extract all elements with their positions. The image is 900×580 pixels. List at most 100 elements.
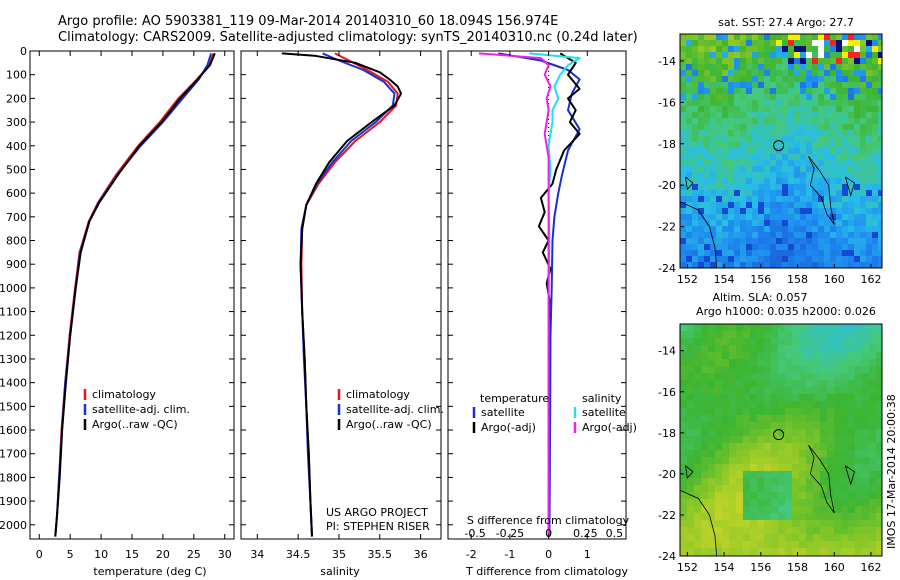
map-cell (750, 394, 758, 402)
coastline-contour (685, 176, 694, 191)
map-cell (813, 527, 821, 535)
map-cell (680, 178, 687, 185)
map-cell (800, 208, 807, 215)
map-cell (812, 130, 819, 137)
map-cell (820, 387, 828, 395)
map-cell (734, 184, 741, 191)
map-cell (736, 352, 744, 360)
map-cell (872, 142, 879, 149)
map-cell (686, 112, 693, 119)
map-cell (855, 422, 863, 430)
map-cell (698, 76, 705, 83)
map-cell (728, 208, 735, 215)
map-cell (728, 136, 735, 143)
map-cell (848, 142, 855, 149)
map-cell (698, 244, 705, 251)
x-tick-label: 34 (250, 548, 264, 561)
map-cell (848, 34, 855, 41)
map-cell (752, 40, 759, 47)
map-cell (680, 499, 688, 507)
map-cell (680, 408, 688, 416)
map-cell (698, 208, 705, 215)
map-cell (788, 184, 795, 191)
map-cell (782, 262, 789, 268)
map-cell (785, 499, 793, 507)
map-cell (687, 443, 695, 451)
map-cell (872, 40, 879, 47)
map-cell (704, 76, 711, 83)
map-cell (710, 100, 717, 107)
map-cell (710, 40, 717, 47)
map-cell (785, 534, 793, 542)
map-cell (794, 220, 801, 227)
map-cell (785, 324, 793, 332)
map-cell (876, 541, 882, 549)
map-cell (746, 40, 753, 47)
map-cell (716, 208, 723, 215)
map-cell (813, 338, 821, 346)
map-cell (752, 160, 759, 167)
map-cell (740, 244, 747, 251)
map-cell (776, 112, 783, 119)
map-cell (722, 338, 730, 346)
map-cell (764, 520, 772, 528)
map-cell (729, 429, 737, 437)
map-cell (806, 130, 813, 137)
map-cell (806, 40, 813, 47)
map-cell (830, 100, 837, 107)
map-cell (830, 34, 837, 41)
map-cell (869, 492, 877, 500)
map-cell (794, 106, 801, 113)
map-cell (729, 499, 737, 507)
map-cell (771, 324, 779, 332)
map-cell (820, 492, 828, 500)
map-cell (680, 345, 688, 353)
map-cell (869, 387, 877, 395)
map-cell (750, 534, 758, 542)
map-cell (818, 244, 825, 251)
map-cell (692, 262, 699, 268)
map-cell (862, 345, 870, 353)
map-cell (794, 52, 801, 59)
map-cell (866, 88, 873, 95)
map-cell (785, 450, 793, 458)
map-cell (692, 148, 699, 155)
map-cell (792, 394, 800, 402)
map-cell (752, 58, 759, 65)
map-cell (855, 548, 863, 556)
map-cell (704, 214, 711, 221)
map-cell (680, 160, 687, 167)
map-cell (722, 443, 730, 451)
map-cell (686, 220, 693, 227)
map-cell (812, 112, 819, 119)
map-cell (785, 443, 793, 451)
map-cell (878, 250, 882, 257)
map-cell (820, 443, 828, 451)
map-cell (841, 443, 849, 451)
map-cell (818, 88, 825, 95)
map-cell (806, 408, 814, 416)
map-cell (740, 112, 747, 119)
y-tick-label-depth: 300 (6, 116, 27, 129)
map-cell (800, 196, 807, 203)
map-cell (728, 130, 735, 137)
map-cell (878, 166, 882, 173)
map-cell (812, 262, 819, 268)
map-cell (764, 541, 772, 549)
map-x-tick-label: 152 (677, 561, 698, 574)
map-cell (862, 548, 870, 556)
map-cell (708, 366, 716, 374)
map-cell (716, 52, 723, 59)
map-cell (752, 88, 759, 95)
map-cell (752, 118, 759, 125)
map-cell (860, 154, 867, 161)
map-cell (734, 172, 741, 179)
map-cell (806, 202, 813, 209)
map-cell (757, 527, 765, 535)
map-cell (764, 208, 771, 215)
map-cell (750, 485, 758, 493)
map-cell (782, 238, 789, 245)
salinity-panel: 34 34.5 35 35.5 36climatologysatellite-adj. … (240, 50, 444, 561)
map-cell (728, 106, 735, 113)
map-cell (736, 499, 744, 507)
